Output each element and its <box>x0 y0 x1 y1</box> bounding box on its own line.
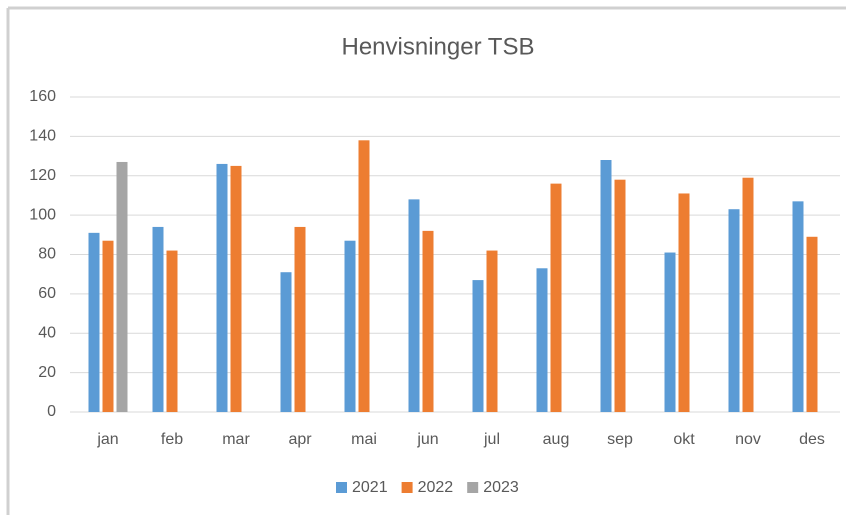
x-tick-label: jun <box>416 431 438 448</box>
bar <box>600 160 612 412</box>
x-tick-label: mai <box>351 431 377 448</box>
bar <box>792 201 804 412</box>
x-tick-label: mar <box>222 431 250 448</box>
bar <box>678 193 690 412</box>
y-tick-label: 40 <box>38 324 56 341</box>
bar <box>422 230 434 412</box>
x-tick-label: aug <box>543 431 570 448</box>
legend-label: 2022 <box>418 479 454 496</box>
legend-label: 2021 <box>352 479 388 496</box>
y-tick-label: 140 <box>29 128 56 145</box>
y-tick-label: 160 <box>29 88 56 105</box>
legend-swatch <box>336 482 347 493</box>
bar <box>344 240 356 412</box>
bar <box>536 268 548 412</box>
bar <box>472 280 484 412</box>
bar <box>486 250 498 412</box>
bar <box>280 272 292 412</box>
y-tick-label: 120 <box>29 167 56 184</box>
legend-swatch <box>401 482 413 493</box>
x-tick-label: apr <box>288 431 312 448</box>
bar <box>550 183 562 412</box>
bar <box>116 161 128 412</box>
x-tick-label: sep <box>607 431 633 448</box>
bar <box>728 209 740 412</box>
bar <box>294 226 306 412</box>
legend-swatch <box>467 482 479 493</box>
chart-title: Henvisninger TSB <box>342 33 535 60</box>
x-tick-label: des <box>799 431 825 448</box>
x-tick-label: jan <box>96 431 118 448</box>
x-tick-label: okt <box>673 431 695 448</box>
y-tick-label: 0 <box>47 403 56 420</box>
y-tick-label: 60 <box>38 285 56 302</box>
bar <box>230 165 242 412</box>
bar <box>152 226 164 412</box>
bar <box>166 250 178 412</box>
bar <box>614 179 626 412</box>
bar <box>216 163 228 412</box>
bar <box>408 199 420 412</box>
bar <box>358 140 370 412</box>
y-tick-label: 80 <box>38 246 56 263</box>
y-tick-label: 20 <box>38 364 56 381</box>
legend-label: 2023 <box>483 479 519 496</box>
x-tick-label: jul <box>483 431 500 448</box>
bar <box>742 177 754 412</box>
bar <box>806 236 818 412</box>
bar <box>102 240 114 412</box>
bar <box>88 232 100 412</box>
x-tick-label: nov <box>735 431 761 448</box>
bar <box>664 252 676 412</box>
x-tick-label: feb <box>161 431 183 448</box>
y-tick-label: 100 <box>29 206 56 223</box>
